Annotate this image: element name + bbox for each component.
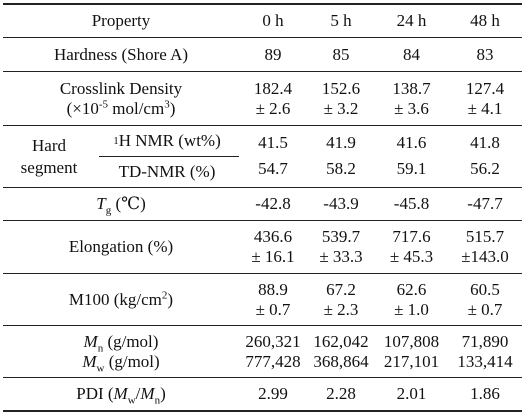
pdi-label: PDI (Mw/Mn) (76, 384, 166, 407)
hardness-24h: 84 (403, 44, 420, 64)
crosslink-label-line2: (×10-5 mol/cm3) (66, 97, 176, 118)
m100-5h: 67.2 ± 2.3 (323, 279, 359, 319)
molar-mass-0h: 260,321 777,428 (245, 331, 301, 371)
molar-mass-rule (3, 377, 522, 378)
m100-rule (3, 325, 522, 326)
molar-mass-24h: 107,808 217,101 (383, 331, 440, 371)
crosslink-24h: 138.7 ± 3.6 (392, 78, 431, 118)
header-48h: 48 h (470, 11, 500, 30)
table-top-rule (3, 3, 522, 5)
hardness-label: Hardness (Shore A) (53, 44, 189, 64)
crosslink-rule (3, 125, 522, 126)
molar-mass-48h: 71,890 133,414 (457, 331, 513, 371)
td-nmr-label: TD-NMR (%) (118, 162, 216, 181)
elongation-0h: 436.6 ± 16.1 (251, 227, 295, 266)
table-bottom-rule (3, 410, 522, 412)
elongation-row: Elongation (%) 436.6 ± 16.1 539.7 ± 33.3 7… (3, 221, 522, 273)
td-5h: 58.2 (326, 159, 356, 178)
pdi-row: PDI (Mw/Mn) 2.99 2.28 2.01 1.86 (3, 378, 522, 410)
molar-mass-row: Mn (g/mol) Mw (g/mol) 260,321 777,428 162… (3, 326, 522, 377)
td-0h: 54.7 (258, 159, 288, 178)
tg-24h: -45.8 (393, 194, 430, 213)
pdi-0h: 2.99 (258, 384, 288, 403)
nmr-24h: 41.6 (396, 133, 427, 152)
tg-5h: -43.9 (323, 194, 359, 213)
hard-segment-subrule (99, 156, 239, 157)
m100-row: M100 (kg/cm2) 88.9 ± 0.7 67.2 ± 2.3 62.6 ± … (3, 274, 522, 325)
mw-label: Mw (g/mol) (82, 351, 160, 374)
tg-48h: -47.7 (467, 194, 503, 213)
header-0h: 0 h (262, 11, 284, 30)
m100-label: M100 (kg/cm2) (68, 288, 174, 309)
crosslink-0h: 182.4 ± 2.6 (253, 78, 293, 118)
td-24h: 59.1 (396, 159, 427, 178)
elongation-48h: 515.7 ±143.0 (461, 227, 509, 266)
nmr-5h: 41.9 (326, 133, 356, 152)
header-24h: 24 h (396, 11, 427, 30)
elongation-5h: 539.7 ± 33.3 (319, 227, 363, 266)
nmr-0h: 41.5 (258, 133, 288, 152)
hardness-5h: 85 (332, 44, 350, 64)
pdi-24h: 2.01 (396, 384, 427, 403)
crosslink-label: Crosslink Density (×10-5 mol/cm3) (3, 72, 239, 125)
pdi-48h: 1.86 (470, 384, 500, 403)
crosslink-5h: 152.6 ± 3.2 (321, 78, 361, 118)
header-property: Property (91, 11, 151, 30)
elongation-24h: 717.6 ± 45.3 (389, 227, 434, 266)
hard-segment-rule (3, 187, 522, 188)
elongation-rule (3, 273, 522, 274)
header-rule (3, 37, 522, 38)
tg-label: Tg (℃) (96, 194, 146, 217)
elongation-label: Elongation (%) (68, 237, 174, 256)
tg-rule (3, 220, 522, 221)
tg-row: Tg (℃) -42.8 -43.9 -45.8 -47.7 (3, 188, 522, 220)
pdi-5h: 2.28 (326, 384, 356, 403)
crosslink-48h: 127.4 ± 4.1 (465, 78, 505, 118)
hardness-rule (3, 71, 522, 72)
m100-0h: 88.9 ± 0.7 (255, 279, 291, 319)
header-row: Property 0 h 5 h 24 h 48 h (3, 5, 522, 37)
tg-0h: -42.8 (255, 194, 291, 213)
m100-48h: 60.5 ± 0.7 (467, 279, 503, 319)
nmr-48h: 41.8 (470, 133, 500, 152)
td-48h: 56.2 (470, 159, 500, 178)
hard-segment-group-label: Hard segment (20, 135, 78, 177)
molar-mass-label: Mn (g/mol) Mw (g/mol) (3, 326, 239, 377)
m100-24h: 62.6 ± 1.0 (394, 279, 429, 319)
hardness-0h: 89 (264, 44, 282, 64)
molar-mass-5h: 162,042 368,864 (313, 331, 369, 371)
header-5h: 5 h (330, 11, 352, 30)
crosslink-label-line1: Crosslink Density (59, 78, 183, 98)
crosslink-row: Crosslink Density (×10-5 mol/cm3) 182.4 ±… (3, 72, 522, 125)
hardness-row: Hardness (Shore A) 89 85 84 83 (3, 38, 522, 71)
mn-label: Mn (g/mol) (83, 331, 159, 354)
hardness-48h: 83 (476, 44, 494, 64)
